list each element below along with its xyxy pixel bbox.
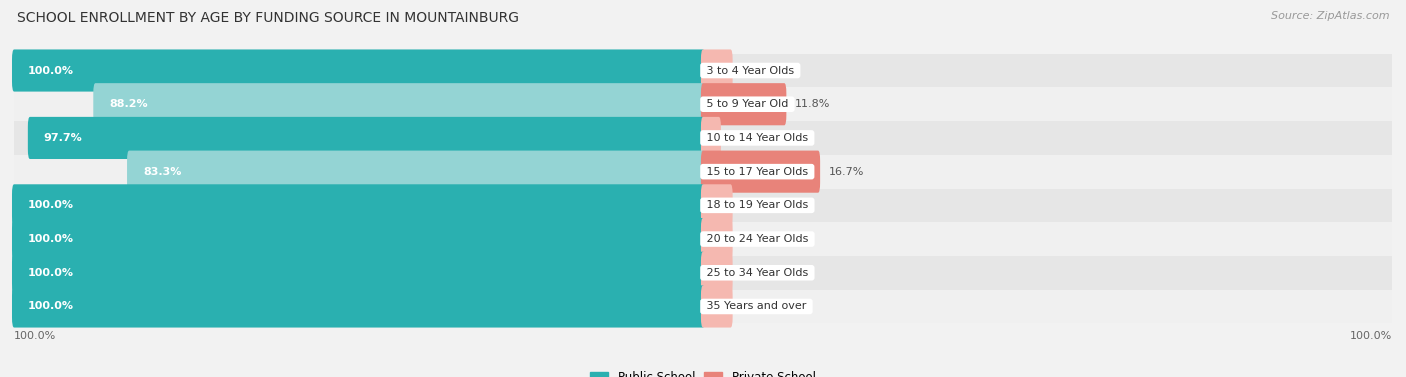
- FancyBboxPatch shape: [28, 117, 704, 159]
- Text: 16.7%: 16.7%: [828, 167, 863, 177]
- FancyBboxPatch shape: [702, 150, 820, 193]
- Text: 100.0%: 100.0%: [28, 234, 75, 244]
- FancyBboxPatch shape: [14, 155, 1392, 188]
- FancyBboxPatch shape: [702, 49, 733, 92]
- Text: 25 to 34 Year Olds: 25 to 34 Year Olds: [703, 268, 811, 278]
- Text: 35 Years and over: 35 Years and over: [703, 302, 810, 311]
- FancyBboxPatch shape: [13, 218, 704, 260]
- Text: 0.0%: 0.0%: [741, 234, 769, 244]
- FancyBboxPatch shape: [702, 252, 733, 294]
- Text: 2.3%: 2.3%: [730, 133, 758, 143]
- Text: 88.2%: 88.2%: [110, 99, 148, 109]
- Text: 100.0%: 100.0%: [28, 200, 75, 210]
- Text: 100.0%: 100.0%: [1350, 331, 1392, 341]
- Legend: Public School, Private School: Public School, Private School: [586, 366, 820, 377]
- FancyBboxPatch shape: [702, 218, 733, 260]
- Text: 100.0%: 100.0%: [28, 66, 75, 75]
- Text: 0.0%: 0.0%: [741, 200, 769, 210]
- Text: 83.3%: 83.3%: [143, 167, 181, 177]
- Text: 20 to 24 Year Olds: 20 to 24 Year Olds: [703, 234, 811, 244]
- Text: 100.0%: 100.0%: [14, 331, 56, 341]
- FancyBboxPatch shape: [14, 256, 1392, 290]
- Text: 97.7%: 97.7%: [44, 133, 83, 143]
- FancyBboxPatch shape: [13, 184, 704, 227]
- FancyBboxPatch shape: [702, 83, 786, 125]
- FancyBboxPatch shape: [14, 222, 1392, 256]
- Text: SCHOOL ENROLLMENT BY AGE BY FUNDING SOURCE IN MOUNTAINBURG: SCHOOL ENROLLMENT BY AGE BY FUNDING SOUR…: [17, 11, 519, 25]
- Text: 3 to 4 Year Olds: 3 to 4 Year Olds: [703, 66, 797, 75]
- Text: 0.0%: 0.0%: [741, 268, 769, 278]
- Text: 0.0%: 0.0%: [741, 302, 769, 311]
- Text: Source: ZipAtlas.com: Source: ZipAtlas.com: [1271, 11, 1389, 21]
- Text: 18 to 19 Year Olds: 18 to 19 Year Olds: [703, 200, 811, 210]
- FancyBboxPatch shape: [14, 290, 1392, 323]
- FancyBboxPatch shape: [702, 184, 733, 227]
- FancyBboxPatch shape: [13, 285, 704, 328]
- Text: 0.0%: 0.0%: [741, 66, 769, 75]
- FancyBboxPatch shape: [14, 54, 1392, 87]
- Text: 100.0%: 100.0%: [28, 302, 75, 311]
- Text: 100.0%: 100.0%: [28, 268, 75, 278]
- FancyBboxPatch shape: [14, 87, 1392, 121]
- Text: 15 to 17 Year Olds: 15 to 17 Year Olds: [703, 167, 811, 177]
- FancyBboxPatch shape: [127, 150, 704, 193]
- FancyBboxPatch shape: [702, 285, 733, 328]
- Text: 5 to 9 Year Old: 5 to 9 Year Old: [703, 99, 792, 109]
- FancyBboxPatch shape: [13, 49, 704, 92]
- Text: 11.8%: 11.8%: [794, 99, 830, 109]
- FancyBboxPatch shape: [14, 188, 1392, 222]
- Text: 10 to 14 Year Olds: 10 to 14 Year Olds: [703, 133, 811, 143]
- FancyBboxPatch shape: [14, 121, 1392, 155]
- FancyBboxPatch shape: [93, 83, 704, 125]
- FancyBboxPatch shape: [13, 252, 704, 294]
- FancyBboxPatch shape: [702, 117, 721, 159]
